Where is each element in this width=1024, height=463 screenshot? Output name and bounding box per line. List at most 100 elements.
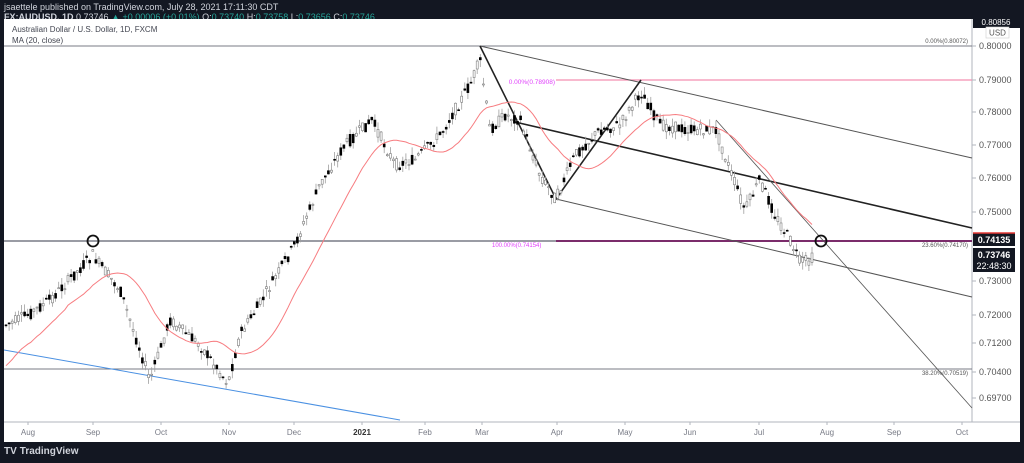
candle-body xyxy=(695,129,699,135)
candle-body xyxy=(413,158,417,161)
channel-lower-line[interactable] xyxy=(555,198,973,298)
candle-body xyxy=(20,312,23,315)
candle-body xyxy=(277,267,281,274)
blue-support-trendline[interactable] xyxy=(4,349,401,421)
candle-body xyxy=(184,332,188,335)
candle-body xyxy=(72,271,76,281)
time-tick-label: May xyxy=(617,428,632,437)
candle-body xyxy=(44,297,48,300)
candle-body xyxy=(537,172,541,176)
candle-body xyxy=(342,144,346,149)
candle-body xyxy=(454,102,457,116)
candle-body xyxy=(584,143,588,151)
candle-body xyxy=(779,222,783,231)
candle-body xyxy=(63,288,67,291)
candle-body xyxy=(730,170,733,176)
candle-body xyxy=(646,102,650,110)
candle-body xyxy=(51,294,54,304)
candle-body xyxy=(624,119,628,121)
candle-body xyxy=(590,139,594,142)
candle-body xyxy=(661,119,665,131)
candle-body xyxy=(69,274,73,277)
level-price-tag[interactable] xyxy=(973,233,1015,246)
candle-body xyxy=(509,119,513,121)
candle-body xyxy=(382,143,386,148)
candle-body xyxy=(14,315,17,323)
candle-body xyxy=(686,132,690,134)
candle-body xyxy=(491,123,495,133)
candle-body xyxy=(581,146,584,151)
channel-mid-line[interactable] xyxy=(514,121,973,229)
candle-body xyxy=(203,349,206,355)
candle-body xyxy=(410,154,414,165)
price-tick-label: 0.73000 xyxy=(979,276,1012,286)
legend-indicator[interactable]: MA (20, close) xyxy=(12,36,64,45)
symbol-label[interactable]: FX:AUDUSD, 1D xyxy=(4,12,74,22)
bar-countdown: 22:48:30 xyxy=(976,261,1011,271)
candle-body xyxy=(358,125,361,128)
candle-body xyxy=(438,131,442,136)
candle-body xyxy=(113,282,116,287)
candle-body xyxy=(88,260,91,264)
candle-body xyxy=(193,337,197,342)
candle-body xyxy=(578,147,581,157)
legend-title[interactable]: Australian Dollar / U.S. Dollar, 1D, FXC… xyxy=(12,25,158,34)
candle-body xyxy=(599,129,603,135)
candle-body xyxy=(717,133,721,145)
candle-body xyxy=(159,343,163,348)
candle-body xyxy=(206,350,209,359)
candle-body xyxy=(615,121,619,124)
fib-pink-0-label: 0.00%(0.78908) xyxy=(509,79,555,86)
time-tick-label: Oct xyxy=(155,428,168,437)
candle-body xyxy=(494,125,498,129)
candle-body xyxy=(289,246,293,248)
candle-body xyxy=(305,215,309,219)
candle-body xyxy=(79,267,82,273)
candle-body xyxy=(757,175,761,180)
candle-body xyxy=(268,290,271,292)
candle-body xyxy=(38,303,42,312)
candle-body xyxy=(94,259,98,264)
candle-body xyxy=(708,126,712,135)
candle-body xyxy=(296,236,299,244)
candle-body xyxy=(147,374,150,378)
candle-body xyxy=(776,216,780,222)
candle-body xyxy=(664,124,668,133)
candle-body xyxy=(770,203,774,213)
candle-body xyxy=(677,124,681,132)
candle-body xyxy=(699,123,702,130)
chart-panel[interactable]: Australian Dollar / U.S. Dollar, 1D, FXC… xyxy=(4,19,1020,442)
candle-body xyxy=(618,124,622,129)
candle-body xyxy=(649,102,653,111)
last-price-tag[interactable] xyxy=(973,248,1015,272)
candle-body xyxy=(748,193,752,201)
level-price-tag-text: 0.74135 xyxy=(978,235,1011,245)
marker-circle-sep[interactable] xyxy=(86,234,100,248)
candle-body xyxy=(680,124,684,133)
candle-body xyxy=(200,351,203,353)
open-value: 0.73740 xyxy=(211,12,245,22)
candle-body xyxy=(354,132,358,137)
candle-body xyxy=(773,216,777,219)
candle-body xyxy=(150,373,153,376)
candle-body xyxy=(103,266,107,276)
marker-circle-jul[interactable] xyxy=(814,234,828,248)
candle-body xyxy=(156,351,160,359)
price-chart[interactable]: 0.80000 0.79000 0.78000 0.77000 0.76000 0.750… xyxy=(4,19,1020,442)
candle-body xyxy=(187,332,191,335)
candle-body xyxy=(327,170,330,175)
candle-body xyxy=(562,177,566,183)
currency-badge[interactable] xyxy=(985,26,1010,39)
channel-upper-line[interactable] xyxy=(479,45,973,159)
candle-body xyxy=(265,286,268,289)
time-tick-label: Jun xyxy=(684,428,697,437)
price-tick-label: 0.70400 xyxy=(979,367,1012,377)
steep-down-trendline[interactable] xyxy=(715,119,973,409)
candle-body xyxy=(76,270,79,273)
candle-body xyxy=(739,194,743,204)
candle-body xyxy=(237,338,240,346)
candle-body xyxy=(144,361,147,367)
candle-body xyxy=(41,303,45,307)
candle-body xyxy=(249,314,253,319)
candle-body xyxy=(671,125,674,134)
